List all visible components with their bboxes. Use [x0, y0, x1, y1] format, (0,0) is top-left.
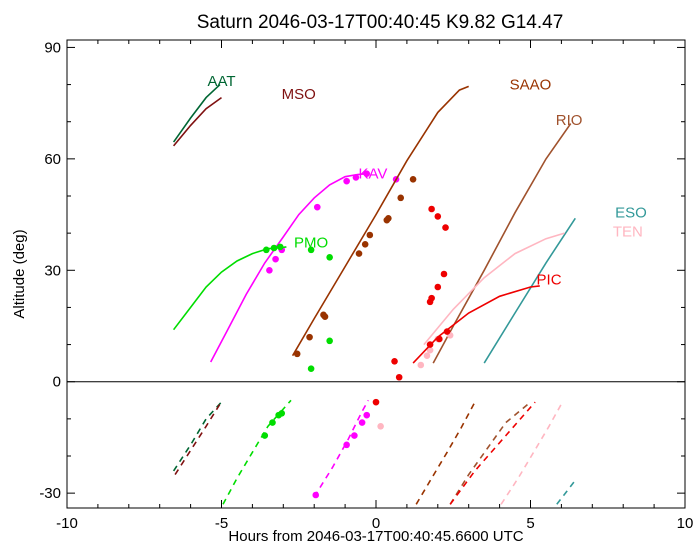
data-point-ten [426, 346, 434, 354]
data-point-kav [312, 491, 320, 499]
series-label-aat: AAT [207, 73, 235, 90]
data-point-pic [426, 341, 434, 348]
series-dashed-rio [449, 401, 532, 505]
series-line-aat [172, 84, 221, 143]
data-point-kav [358, 419, 366, 426]
data-point-saao [409, 175, 417, 183]
data-point-pic [436, 335, 443, 343]
data-point-saao [385, 214, 392, 222]
series-layer [172, 84, 578, 505]
data-point-pmo [326, 337, 333, 345]
x-axis-label: Hours from 2046-03-17T00:40:45.6600 UTC [228, 528, 523, 545]
data-point-kav [351, 432, 358, 439]
x-tick-label: -5 [215, 515, 228, 532]
series-label-kav: KAV [358, 166, 387, 183]
data-point-pic [442, 224, 449, 231]
series-dashed-unnamed [174, 403, 221, 476]
data-point-pic [372, 398, 380, 406]
data-point-saao [361, 240, 369, 248]
data-point-kav [343, 441, 350, 449]
data-point-pic [434, 213, 442, 220]
data-point-kav [272, 255, 279, 263]
data-point-pic [428, 205, 435, 213]
series-label-ten: TEN [613, 223, 643, 240]
data-point-pmo [263, 246, 270, 254]
chart-title: Saturn 2046-03-17T00:40:45 K9.82 G14.47 [197, 12, 564, 33]
series-dashed-eso [556, 477, 578, 505]
series-line-rio [432, 123, 572, 364]
x-tick-label: -10 [56, 515, 78, 532]
y-tick-label: 60 [44, 151, 61, 168]
y-tick-label: 0 [53, 374, 61, 391]
data-point-saao [320, 311, 327, 319]
series-dashed-pic [449, 401, 536, 505]
data-point-pmo [269, 419, 276, 426]
data-point-ten [377, 422, 384, 430]
data-point-pmo [278, 409, 286, 417]
series-line-pic [412, 285, 540, 364]
data-point-pmo [307, 246, 315, 254]
series-line-eso [483, 217, 576, 364]
data-point-pic [440, 270, 448, 278]
data-point-pmo [270, 244, 278, 252]
series-label-pic: PIC [537, 272, 562, 289]
x-tick-label: 10 [677, 515, 694, 532]
data-point-pmo [326, 253, 333, 261]
data-point-kav [343, 177, 350, 185]
data-point-pic [434, 283, 442, 291]
x-tick-label: 5 [526, 515, 534, 532]
x-tick-label: 0 [372, 515, 380, 532]
series-dashed-ten [500, 403, 563, 505]
data-point-ten [423, 352, 431, 360]
data-point-saao [355, 250, 363, 257]
series-line-unnamed [172, 96, 222, 147]
data-point-kav [363, 170, 371, 178]
series-label-eso: ESO [615, 205, 647, 222]
data-point-pic [391, 357, 398, 365]
series-line-saao [291, 85, 469, 357]
data-point-pic [395, 373, 403, 381]
y-tick-label: -30 [39, 485, 61, 502]
series-dashed-aat [172, 399, 224, 472]
data-point-ten [417, 361, 425, 369]
y-tick-label: 90 [44, 39, 61, 56]
series-label-pmo: PMO [294, 234, 328, 251]
data-point-saao [397, 194, 405, 202]
data-point-saao [366, 231, 374, 239]
data-point-pmo [276, 243, 284, 251]
series-dashed-saao [415, 401, 476, 505]
data-point-pmo [307, 365, 315, 373]
series-label-rio: RIO [556, 112, 583, 129]
series-dashed-kav [313, 399, 369, 498]
axis-layer: -10 -5 0 5 10 -30 0 30 60 90 [39, 39, 693, 532]
data-point-pic [443, 328, 451, 335]
data-point-saao [293, 350, 301, 358]
series-label-mso: MSO [282, 86, 316, 103]
data-point-pmo [261, 432, 269, 439]
data-point-saao [306, 333, 313, 341]
series-dashed-pmo [222, 399, 292, 505]
series-line-ten [423, 232, 565, 346]
data-point-kav [352, 174, 360, 181]
y-tick-label: 30 [44, 262, 61, 279]
data-point-kav [313, 203, 321, 211]
series-line-kav [209, 172, 369, 363]
series-label-saao: SAAO [510, 77, 552, 94]
y-axis-label: Altitude (deg) [11, 229, 28, 318]
series-line-pmo [172, 246, 287, 331]
plot-frame [66, 39, 686, 509]
data-point-kav [266, 266, 273, 274]
data-point-kav [363, 411, 371, 419]
data-point-pic [428, 294, 435, 302]
